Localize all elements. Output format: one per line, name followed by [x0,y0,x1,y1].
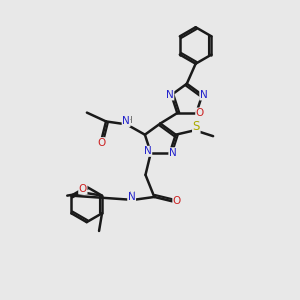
Text: N: N [122,116,130,126]
Text: O: O [79,184,87,194]
Text: N: N [200,90,208,100]
Text: S: S [193,120,200,133]
Text: N: N [166,90,174,100]
Text: H: H [128,191,135,200]
Text: N: N [128,192,136,202]
Text: N: N [169,148,177,158]
Text: O: O [196,108,204,118]
Text: O: O [173,196,181,206]
Text: O: O [97,138,105,148]
Text: H: H [125,116,131,125]
Text: N: N [144,146,152,156]
